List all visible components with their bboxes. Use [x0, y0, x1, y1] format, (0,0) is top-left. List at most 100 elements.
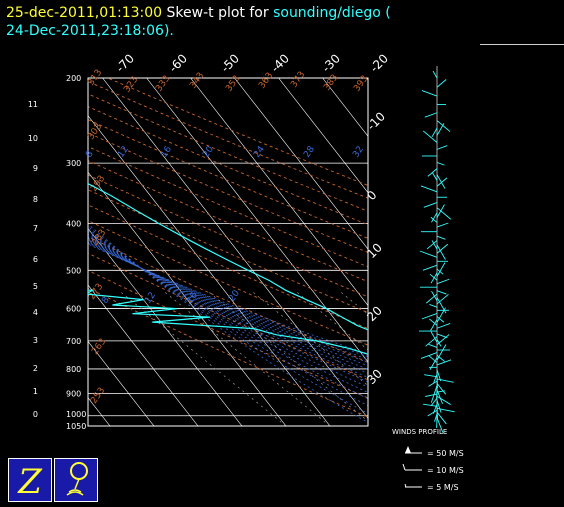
- height-tick-label: 7: [33, 224, 38, 233]
- wind-barb: [431, 397, 438, 406]
- moist-adiabat: [88, 225, 368, 415]
- moist-adiabat: [88, 238, 368, 370]
- dry-adiabat: [88, 189, 368, 313]
- wind-barb: [436, 411, 447, 425]
- mixing-ratio-label: 20: [201, 144, 216, 159]
- wind-barb: [421, 312, 438, 320]
- dry-adiabat: [88, 80, 368, 199]
- moist-adiabat: [88, 243, 368, 355]
- isotherm-line: [366, 78, 368, 81]
- height-tick-label: 9: [33, 164, 38, 173]
- height-tick-label: 3: [33, 336, 38, 345]
- wind-barb: [434, 413, 438, 422]
- wind-barb: [426, 293, 438, 304]
- legend-label: = 5 M/S: [427, 483, 459, 492]
- wind-barb: [429, 273, 438, 281]
- isotherm-line: [88, 171, 287, 426]
- wind-barb: [436, 417, 444, 433]
- wind-barb: [436, 395, 451, 405]
- wind-barb: [436, 177, 448, 187]
- z-logo-icon: Z: [8, 458, 52, 502]
- dry-adiabat-label: 353: [224, 74, 242, 94]
- wind-barb: [436, 243, 448, 254]
- mixing-ratio-label: 8: [100, 295, 112, 306]
- right-temp-tick-label: 20: [364, 303, 385, 324]
- height-tick-label: 5: [33, 282, 38, 291]
- wind-barb-half-icon: [404, 483, 422, 488]
- dry-adiabat: [88, 93, 368, 212]
- wind-barb: [436, 222, 449, 228]
- wind-barb: [431, 240, 438, 250]
- dry-adiabat: [88, 287, 368, 418]
- top-temp-tick-label: -50: [218, 51, 242, 75]
- moist-adiabat: [88, 242, 368, 357]
- pressure-tick-label: 1050: [66, 422, 86, 431]
- wind-barb: [424, 374, 438, 378]
- wind-barb: [436, 359, 452, 366]
- wind-barb: [431, 290, 438, 301]
- dry-adiabat-label: 343: [188, 71, 206, 91]
- isotherm-line: [234, 78, 368, 250]
- mixing-ratio-label: 28: [302, 144, 317, 159]
- mixing-ratio-label: 12: [143, 291, 158, 306]
- dry-adiabat: [88, 106, 368, 226]
- mixing-ratio-label: 24: [252, 144, 267, 159]
- wind-barb: [422, 264, 438, 271]
- wind-barb: [430, 385, 438, 403]
- wind-barb: [431, 127, 438, 138]
- wind-barb: [436, 378, 454, 383]
- isotherm-line: [88, 284, 199, 426]
- wind-barb: [429, 303, 438, 308]
- wind-barb: [428, 380, 438, 387]
- legend-barb-flag: [404, 483, 407, 488]
- header-underline: [480, 44, 564, 45]
- plot-frame: [87, 77, 369, 427]
- wind-barb: [428, 343, 438, 348]
- height-tick-label: 2: [33, 364, 38, 373]
- wind-barb: [419, 250, 438, 258]
- height-tick-label: 6: [33, 255, 38, 264]
- right-temp-tick-label: 10: [364, 240, 385, 261]
- dry-adiabat-label: 373: [289, 70, 307, 90]
- chart-header: 25-dec-2011,01:13:00 Skew-t plot for sou…: [6, 4, 446, 40]
- wind-barb: [433, 374, 438, 383]
- wind-barb: [426, 240, 438, 250]
- pressure-tick-label: 700: [66, 337, 81, 346]
- wind-barb: [425, 393, 438, 397]
- wind-barb: [428, 355, 438, 363]
- legend-title: WINDS PROFILE: [392, 428, 447, 436]
- pressure-tick-label: 400: [66, 219, 81, 228]
- moist-adiabat: [88, 223, 368, 424]
- wind-barb: [432, 172, 438, 181]
- wind-barb: [436, 262, 446, 277]
- isotherm-line: [0, 78, 22, 426]
- wind-barb: [423, 202, 438, 208]
- wind-barb: [427, 409, 438, 417]
- dry-adiabat: [88, 132, 368, 253]
- station-name: sounding/diego: [273, 5, 381, 21]
- pressure-tick-label: 300: [66, 159, 81, 168]
- dry-adiabat-label: 333: [154, 74, 172, 94]
- height-tick-label: 10: [28, 134, 38, 143]
- mixing-ratio-line: [206, 290, 368, 422]
- wind-barb: [436, 123, 445, 136]
- mixing-ratio-label: 8: [84, 149, 96, 160]
- wind-barb: [436, 383, 447, 395]
- wind-barb: [421, 90, 438, 97]
- wind-barb: [436, 354, 445, 362]
- wind-barb: [430, 319, 438, 331]
- moist-adiabat: [88, 228, 368, 407]
- height-tick-label: 0: [33, 410, 38, 419]
- wind-barb: [436, 334, 450, 346]
- height-tick-label: 4: [33, 308, 38, 317]
- isotherm-line: [146, 78, 368, 363]
- legend-barb-flag: [402, 463, 406, 471]
- wind-barb-full-icon: [402, 463, 422, 471]
- wind-barb: [436, 120, 451, 132]
- isotherm-line: [190, 78, 368, 306]
- wind-barb: [431, 212, 438, 223]
- wind-barb: [436, 323, 451, 329]
- height-tick-label: 1: [33, 387, 38, 396]
- balloon-logo-icon: [54, 458, 98, 502]
- moist-adiabat: [88, 241, 368, 360]
